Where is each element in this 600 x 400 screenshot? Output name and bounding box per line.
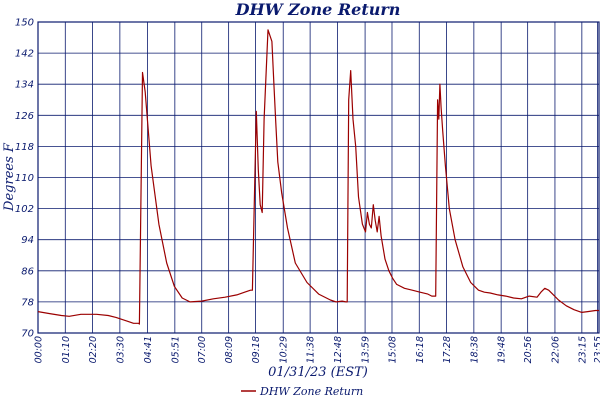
x-tick-label: 13:59 (361, 336, 372, 363)
legend: DHW Zone Return (241, 385, 363, 398)
x-tick-label: 23:55 (593, 336, 600, 363)
legend-label: DHW Zone Return (259, 385, 363, 398)
y-tick-labels: 70 78 86 94 102 110 118 126 134 142 150 (15, 18, 34, 340)
x-tick-label: 05:51 (170, 336, 181, 363)
x-tick-label: 15:08 (387, 336, 398, 363)
x-tick-label: 03:30 (115, 336, 126, 363)
x-tick-label: 17:28 (442, 336, 453, 363)
y-tick-label: 102 (15, 204, 34, 215)
x-tick-label: 08:09 (224, 336, 235, 363)
x-tick-label: 01:10 (61, 336, 72, 363)
y-tick-label: 142 (15, 49, 34, 60)
x-tick-label: 11:38 (306, 336, 317, 363)
x-tick-label: 22:06 (550, 336, 561, 363)
y-tick-label: 110 (15, 173, 34, 184)
x-tick-labels: 00:00 01:10 02:20 03:30 04:41 05:51 07:00 08:09… (34, 336, 600, 363)
y-tick-label: 126 (15, 111, 34, 122)
y-tick-label: 78 (21, 297, 34, 308)
x-tick-label: 12:48 (333, 336, 344, 363)
y-tick-label: 94 (21, 235, 34, 246)
y-axis-label: Degrees F (2, 142, 17, 212)
grid (37, 21, 599, 334)
x-tick-label: 02:20 (88, 336, 99, 363)
x-tick-label: 04:41 (143, 336, 154, 363)
x-tick-label: 07:00 (197, 336, 208, 363)
x-tick-label: 23:15 (577, 336, 588, 363)
plot-frame (37, 21, 600, 334)
x-tick-label: 19:48 (497, 336, 508, 363)
x-tick-label: 00:00 (34, 336, 45, 363)
y-tick-label: 134 (15, 80, 34, 91)
x-tick-label: 16:18 (415, 336, 426, 363)
series-line (37, 29, 599, 325)
x-axis-label: 01/31/23 (EST) (268, 365, 368, 380)
y-tick-label: 70 (21, 329, 34, 340)
series-layer (37, 29, 599, 325)
y-tick-label: 86 (21, 266, 34, 277)
x-tick-label: 09:18 (251, 336, 262, 363)
chart-title: DHW Zone Return (235, 0, 401, 19)
x-tick-label: 18:38 (469, 336, 480, 363)
x-tick-label: 10:29 (279, 336, 290, 363)
y-tick-label: 118 (15, 142, 34, 153)
y-tick-label: 150 (15, 18, 34, 29)
x-tick-label: 20:56 (523, 336, 534, 363)
